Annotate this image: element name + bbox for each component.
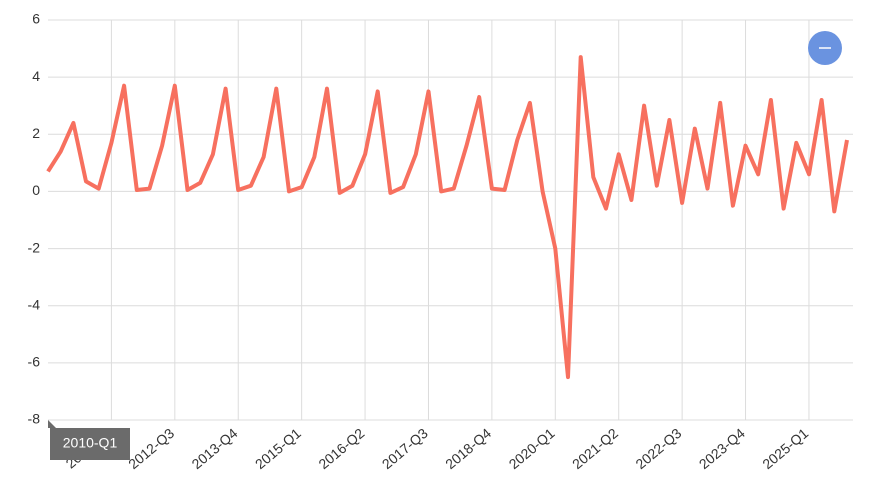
- x-tick-label: 2015-Q1: [252, 425, 304, 472]
- y-tick-label: -8: [28, 411, 41, 427]
- x-tick-label: 2016-Q2: [315, 425, 367, 472]
- y-tick-label: -4: [28, 296, 41, 312]
- x-tick-label: 2017-Q3: [379, 425, 431, 472]
- x-tick-label: 2023-Q4: [696, 425, 748, 472]
- x-tick-label: 2020-Q1: [506, 425, 558, 472]
- y-tick-label: 4: [32, 68, 40, 84]
- y-tick-label: -2: [28, 239, 41, 255]
- x-tick-label: 2018-Q4: [442, 425, 494, 472]
- x-tick-label: 2022-Q3: [632, 425, 684, 472]
- zoom-button[interactable]: [808, 31, 842, 65]
- y-tick-label: 2: [32, 125, 40, 141]
- y-tick-label: 6: [32, 11, 40, 27]
- pointer-label: 2010-Q1: [63, 435, 118, 451]
- x-tick-label: 2013-Q4: [189, 425, 241, 472]
- plot: -8-6-4-202462011-Q22012-Q32013-Q42015-Q1…: [28, 11, 853, 472]
- x-tick-label: 2025-Q1: [759, 425, 811, 472]
- y-tick-label: -6: [28, 354, 41, 370]
- x-tick-label: 2012-Q3: [125, 425, 177, 472]
- y-tick-label: 0: [32, 182, 40, 198]
- pointer-box: [48, 420, 130, 460]
- x-tick-label: 2021-Q2: [569, 425, 621, 472]
- line: [46, 55, 849, 380]
